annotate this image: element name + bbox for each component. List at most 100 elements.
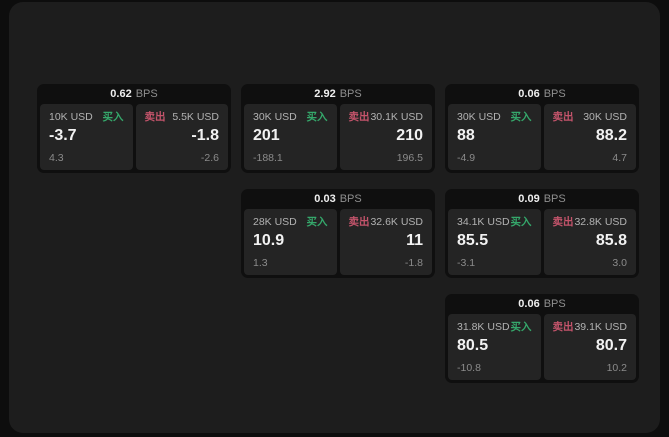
buy-tile-header: 34.1K USD 买入 — [457, 216, 532, 229]
buy-delta: 1.3 — [253, 257, 268, 269]
buy-label: 买入 — [510, 111, 532, 123]
quote-card: 2.92 BPS 30K USD 买入 201 -188.1 卖出 30.1K … — [241, 84, 435, 173]
sell-size: 39.1K USD — [574, 321, 627, 333]
buy-tile-header: 10K USD 买入 — [49, 111, 124, 124]
sell-price: 11 — [406, 232, 423, 249]
bps-value: 0.03 — [314, 193, 336, 205]
quote-card: 0.09 BPS 34.1K USD 买入 85.5 -3.1 卖出 32.8K… — [445, 189, 639, 278]
sell-size: 5.5K USD — [172, 111, 219, 123]
sell-quote-tile[interactable]: 卖出 30.1K USD 210 196.5 — [339, 104, 432, 170]
card-body: 30K USD 买入 201 -188.1 卖出 30.1K USD 210 1… — [244, 104, 432, 170]
buy-size: 10K USD — [49, 111, 93, 123]
sell-size: 30K USD — [583, 111, 627, 123]
sell-delta: -2.6 — [200, 152, 219, 164]
buy-delta: -10.8 — [457, 362, 481, 374]
quote-card: 0.62 BPS 10K USD 买入 -3.7 4.3 卖出 5.5K USD… — [37, 84, 231, 173]
buy-quote-tile[interactable]: 31.8K USD 买入 80.5 -10.8 — [448, 314, 541, 380]
sell-price: -1.8 — [191, 127, 219, 144]
quote-cards-grid: 0.62 BPS 10K USD 买入 -3.7 4.3 卖出 5.5K USD… — [37, 84, 639, 383]
bps-value: 0.62 — [110, 88, 132, 100]
card-body: 10K USD 买入 -3.7 4.3 卖出 5.5K USD -1.8 -2.… — [40, 104, 228, 170]
buy-label: 买入 — [306, 216, 328, 228]
buy-quote-tile[interactable]: 30K USD 买入 201 -188.1 — [244, 104, 337, 170]
sell-label: 卖出 — [552, 111, 574, 123]
bps-value: 2.92 — [314, 88, 336, 100]
sell-price: 85.8 — [595, 232, 627, 249]
bps-unit-label: BPS — [339, 193, 362, 205]
quote-card: 0.03 BPS 28K USD 买入 10.9 1.3 卖出 32.6K US… — [241, 189, 435, 278]
buy-tile-header: 30K USD 买入 — [253, 111, 328, 124]
buy-price: 80.5 — [457, 337, 489, 354]
buy-tile-header: 30K USD 买入 — [457, 111, 532, 124]
bps-unit-label: BPS — [543, 298, 566, 310]
sell-price: 210 — [396, 127, 423, 144]
sell-tile-header: 卖出 5.5K USD — [145, 111, 220, 124]
buy-delta: -188.1 — [253, 152, 283, 164]
buy-price: 201 — [253, 127, 280, 144]
buy-label: 买入 — [510, 321, 532, 333]
buy-quote-tile[interactable]: 10K USD 买入 -3.7 4.3 — [40, 104, 133, 170]
sell-quote-tile[interactable]: 卖出 32.6K USD 11 -1.8 — [339, 209, 432, 275]
buy-price: 10.9 — [253, 232, 285, 249]
buy-quote-tile[interactable]: 34.1K USD 买入 85.5 -3.1 — [448, 209, 541, 275]
buy-label: 买入 — [510, 216, 532, 228]
buy-size: 34.1K USD — [457, 216, 510, 228]
buy-size: 28K USD — [253, 216, 297, 228]
card-header: 0.09 BPS — [448, 189, 636, 209]
sell-quote-tile[interactable]: 卖出 39.1K USD 80.7 10.2 — [543, 314, 636, 380]
card-body: 31.8K USD 买入 80.5 -10.8 卖出 39.1K USD 80.… — [448, 314, 636, 380]
bps-unit-label: BPS — [339, 88, 362, 100]
sell-label: 卖出 — [348, 216, 370, 228]
sell-delta: 4.7 — [612, 152, 627, 164]
bps-value: 0.06 — [518, 88, 540, 100]
sell-tile-header: 卖出 30.1K USD — [349, 111, 424, 124]
sell-label: 卖出 — [552, 321, 574, 333]
card-body: 34.1K USD 买入 85.5 -3.1 卖出 32.8K USD 85.8… — [448, 209, 636, 275]
bps-value: 0.09 — [518, 193, 540, 205]
buy-tile-header: 28K USD 买入 — [253, 216, 328, 229]
card-header: 2.92 BPS — [244, 84, 432, 104]
buy-delta: -4.9 — [457, 152, 476, 164]
sell-label: 卖出 — [348, 111, 370, 123]
card-body: 28K USD 买入 10.9 1.3 卖出 32.6K USD 11 -1.8 — [244, 209, 432, 275]
sell-size: 32.8K USD — [574, 216, 627, 228]
sell-tile-header: 卖出 39.1K USD — [553, 321, 628, 334]
sell-price: 88.2 — [595, 127, 627, 144]
bps-unit-label: BPS — [543, 193, 566, 205]
sell-quote-tile[interactable]: 卖出 30K USD 88.2 4.7 — [543, 104, 636, 170]
buy-size: 30K USD — [253, 111, 297, 123]
buy-label: 买入 — [306, 111, 328, 123]
bps-unit-label: BPS — [543, 88, 566, 100]
sell-quote-tile[interactable]: 卖出 5.5K USD -1.8 -2.6 — [135, 104, 228, 170]
sell-size: 32.6K USD — [370, 216, 423, 228]
buy-price: 85.5 — [457, 232, 489, 249]
sell-size: 30.1K USD — [370, 111, 423, 123]
sell-label: 卖出 — [144, 111, 166, 123]
buy-size: 30K USD — [457, 111, 501, 123]
bps-unit-label: BPS — [135, 88, 158, 100]
quote-card: 0.06 BPS 30K USD 买入 88 -4.9 卖出 30K USD 8… — [445, 84, 639, 173]
card-header: 0.06 BPS — [448, 294, 636, 314]
card-header: 0.62 BPS — [40, 84, 228, 104]
buy-tile-header: 31.8K USD 买入 — [457, 321, 532, 334]
buy-price: 88 — [457, 127, 475, 144]
sell-delta: 196.5 — [396, 152, 423, 164]
buy-delta: -3.1 — [457, 257, 476, 269]
sell-delta: 10.2 — [606, 362, 627, 374]
buy-label: 买入 — [102, 111, 124, 123]
buy-price: -3.7 — [49, 127, 77, 144]
bps-value: 0.06 — [518, 298, 540, 310]
sell-label: 卖出 — [552, 216, 574, 228]
buy-size: 31.8K USD — [457, 321, 510, 333]
card-body: 30K USD 买入 88 -4.9 卖出 30K USD 88.2 4.7 — [448, 104, 636, 170]
sell-price: 80.7 — [595, 337, 627, 354]
buy-quote-tile[interactable]: 30K USD 买入 88 -4.9 — [448, 104, 541, 170]
card-header: 0.06 BPS — [448, 84, 636, 104]
sell-tile-header: 卖出 32.8K USD — [553, 216, 628, 229]
buy-quote-tile[interactable]: 28K USD 买入 10.9 1.3 — [244, 209, 337, 275]
sell-quote-tile[interactable]: 卖出 32.8K USD 85.8 3.0 — [543, 209, 636, 275]
buy-delta: 4.3 — [49, 152, 64, 164]
sell-tile-header: 卖出 30K USD — [553, 111, 628, 124]
card-header: 0.03 BPS — [244, 189, 432, 209]
sell-delta: -1.8 — [404, 257, 423, 269]
